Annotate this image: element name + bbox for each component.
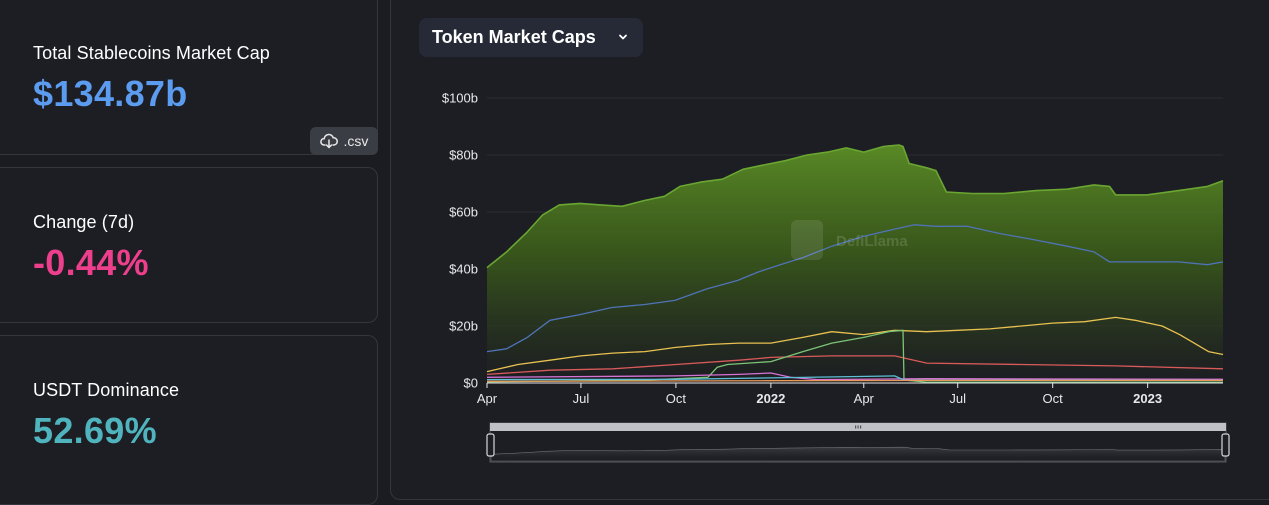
x-tick-label: Apr <box>477 391 498 406</box>
x-tick-label: Oct <box>666 391 687 406</box>
watermark: DefiLlama <box>791 220 908 260</box>
y-tick-label: $20b <box>449 319 478 334</box>
x-tick-label: Apr <box>854 391 875 406</box>
change-label: Change (7d) <box>33 212 135 232</box>
x-tick-label: 2022 <box>756 391 785 406</box>
y-tick-label: $0 <box>464 376 478 391</box>
change-value: -0.44% <box>33 242 149 283</box>
x-axis: Apr Jul Oct 2022 Apr Jul Oct 2023 <box>477 382 1223 406</box>
brush-grip-line <box>857 425 859 429</box>
dominance-label: USDT Dominance <box>33 380 180 400</box>
x-tick-label: Jul <box>949 391 966 406</box>
series-line-0 <box>486 144 1224 269</box>
series-area-0 <box>487 145 1223 383</box>
watermark-text: DefiLlama <box>836 233 908 250</box>
y-tick-label: $40b <box>449 262 478 277</box>
chart-type-dropdown[interactable]: Token Market Caps <box>419 18 643 57</box>
series-line-5 <box>486 372 1224 381</box>
y-axis: $0 $20b $40b $60b $80b $100b <box>442 91 478 391</box>
brush-grip-icon[interactable] <box>855 425 857 429</box>
market-cap-value: $134.87b <box>33 73 188 114</box>
x-tick-label: Oct <box>1043 391 1064 406</box>
chevron-down-icon <box>619 34 627 40</box>
series-line-3 <box>486 355 1224 376</box>
series-line-7 <box>486 379 1223 382</box>
dominance-value: 52.69% <box>33 410 157 451</box>
cloud-download-icon <box>319 133 338 149</box>
market-cap-chart: $0 $20b $40b $60b $80b $100b DefiLlama Apr Jul… <box>442 91 1230 463</box>
y-tick-label: $60b <box>449 205 478 220</box>
defillama-logo-icon <box>791 220 823 260</box>
brush-mini-chart <box>490 446 1226 462</box>
series-line-1 <box>486 224 1224 353</box>
zoom-brush[interactable] <box>486 422 1230 463</box>
x-tick-label: 2023 <box>1133 391 1162 406</box>
y-tick-label: $100b <box>442 91 478 106</box>
csv-label: .csv <box>343 133 369 149</box>
change-card <box>0 167 378 323</box>
brush-left-handle[interactable] <box>486 433 495 457</box>
y-tick-label: $80b <box>449 148 478 163</box>
market-cap-label: Total Stablecoins Market Cap <box>33 43 270 63</box>
chart-type-label: Token Market Caps <box>432 27 596 47</box>
series-layer <box>486 144 1224 383</box>
brush-right-handle[interactable] <box>1221 433 1230 457</box>
brush-grip-line <box>860 425 862 429</box>
series-line-2 <box>486 316 1224 373</box>
x-tick-label: Jul <box>573 391 590 406</box>
download-csv-button[interactable]: .csv <box>310 127 378 155</box>
dominance-card <box>0 335 378 505</box>
